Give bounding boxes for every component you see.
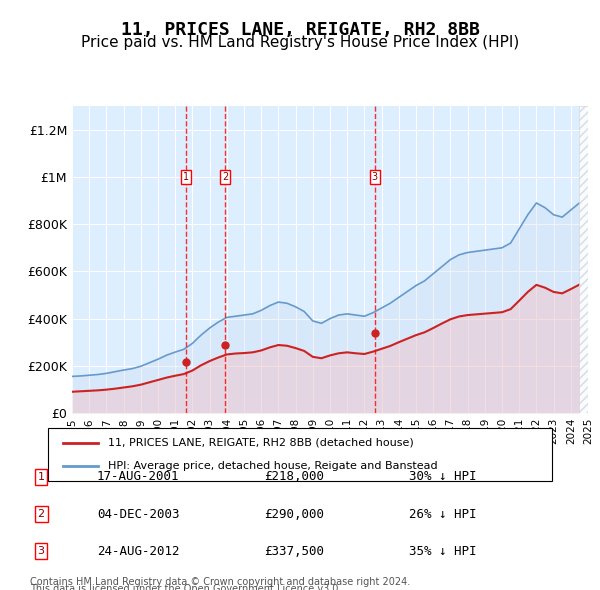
- Text: £218,000: £218,000: [265, 470, 325, 483]
- Text: 26% ↓ HPI: 26% ↓ HPI: [409, 507, 477, 520]
- Text: 30% ↓ HPI: 30% ↓ HPI: [409, 470, 477, 483]
- Text: 1: 1: [182, 172, 188, 182]
- Text: 17-AUG-2001: 17-AUG-2001: [97, 470, 179, 483]
- Text: 3: 3: [38, 546, 44, 556]
- Text: Price paid vs. HM Land Registry's House Price Index (HPI): Price paid vs. HM Land Registry's House …: [81, 35, 519, 50]
- Text: 2: 2: [38, 509, 45, 519]
- Text: 24-AUG-2012: 24-AUG-2012: [97, 545, 179, 558]
- Text: 04-DEC-2003: 04-DEC-2003: [97, 507, 179, 520]
- Text: £337,500: £337,500: [265, 545, 325, 558]
- Text: HPI: Average price, detached house, Reigate and Banstead: HPI: Average price, detached house, Reig…: [109, 461, 438, 471]
- Text: 3: 3: [371, 172, 378, 182]
- FancyBboxPatch shape: [48, 428, 552, 481]
- Text: 35% ↓ HPI: 35% ↓ HPI: [409, 545, 477, 558]
- Text: This data is licensed under the Open Government Licence v3.0.: This data is licensed under the Open Gov…: [30, 584, 341, 590]
- Text: 11, PRICES LANE, REIGATE, RH2 8BB (detached house): 11, PRICES LANE, REIGATE, RH2 8BB (detac…: [109, 438, 414, 448]
- Text: £290,000: £290,000: [265, 507, 325, 520]
- Text: 11, PRICES LANE, REIGATE, RH2 8BB: 11, PRICES LANE, REIGATE, RH2 8BB: [121, 21, 479, 39]
- Text: 1: 1: [38, 472, 44, 482]
- Text: Contains HM Land Registry data © Crown copyright and database right 2024.: Contains HM Land Registry data © Crown c…: [30, 577, 410, 587]
- Text: 2: 2: [222, 172, 228, 182]
